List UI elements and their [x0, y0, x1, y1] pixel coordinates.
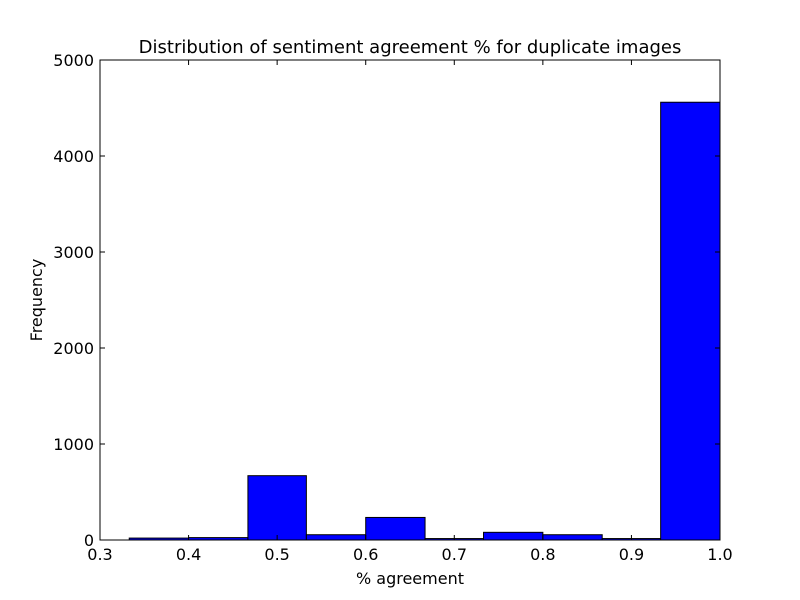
histogram-bar-7 [542, 534, 603, 541]
x-axis-label: % agreement [356, 569, 464, 588]
histogram-bar-9 [660, 101, 721, 541]
y-tick-label-0: 0 [84, 531, 94, 550]
histogram-bar-3 [305, 534, 367, 541]
x-tick-label-1: 0.4 [176, 545, 201, 564]
y-tick-label-3: 3000 [53, 243, 94, 262]
plot-frame [99, 59, 721, 541]
ticks-group: 0.3 0.4 0.5 0.6 0.7 0.8 0.9 1.0 0 1000 2000 3000 400… [53, 51, 732, 564]
x-tick-label-4: 0.7 [442, 545, 467, 564]
x-tick-label-2: 0.5 [264, 545, 289, 564]
y-tick-label-5: 5000 [53, 51, 94, 70]
y-tick-label-1: 1000 [53, 435, 94, 454]
x-tick-label-3: 0.6 [353, 545, 378, 564]
chart-title: Distribution of sentiment agreement % fo… [139, 37, 682, 58]
x-tick-label-6: 0.9 [619, 545, 644, 564]
histogram-bar-2 [247, 475, 307, 541]
y-axis-label: Frequency [27, 259, 46, 342]
y-tick-label-2: 2000 [53, 339, 94, 358]
x-tick-label-7: 1.0 [707, 545, 732, 564]
x-tick-label-5: 0.8 [530, 545, 555, 564]
bars-group [128, 101, 721, 541]
histogram-bar-4 [365, 516, 426, 541]
y-tick-label-4: 4000 [53, 147, 94, 166]
x-tick-label-0: 0.3 [87, 545, 112, 564]
histogram-bar-6 [483, 531, 544, 541]
